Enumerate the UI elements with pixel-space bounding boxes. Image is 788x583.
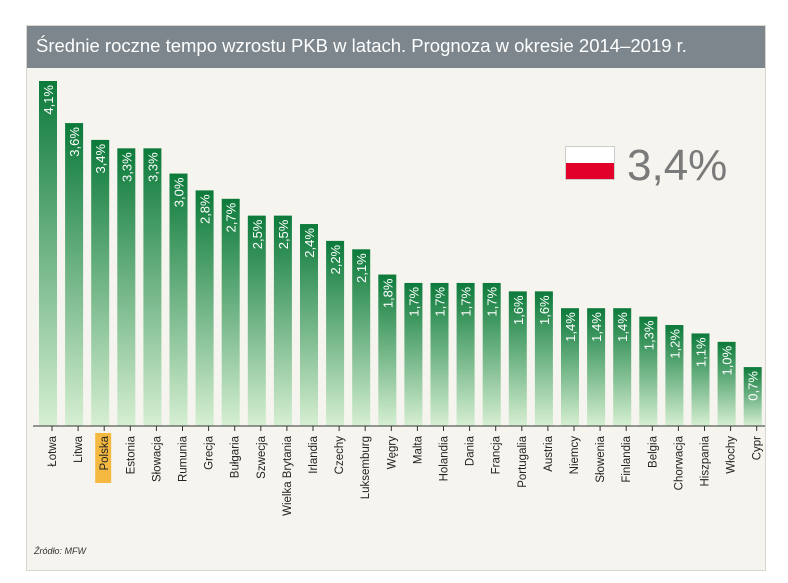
bar-value-label: 1,2% bbox=[667, 329, 682, 359]
bar-value-label: 3,4% bbox=[93, 143, 108, 173]
category-label: Malta bbox=[412, 435, 424, 464]
category-label: Austria bbox=[543, 435, 555, 471]
bar-value-label: 1,7% bbox=[406, 287, 421, 317]
bar-węgry bbox=[378, 274, 397, 426]
category-label: Bułgaria bbox=[230, 435, 242, 478]
bar-czechy bbox=[326, 240, 345, 426]
category-label: Hiszpania bbox=[700, 435, 712, 486]
bar-value-label: 3,3% bbox=[119, 152, 134, 182]
category-label: Grecja bbox=[204, 435, 216, 469]
category-label: Irlandia bbox=[308, 435, 320, 473]
category-label: Francja bbox=[491, 435, 503, 474]
bar-finlandia bbox=[613, 308, 632, 426]
bar-słowenia bbox=[587, 308, 606, 426]
bar-litwa bbox=[65, 123, 84, 426]
bar-hiszpania bbox=[691, 333, 710, 426]
bar-bułgaria bbox=[221, 198, 240, 426]
category-label: Cypr bbox=[752, 436, 764, 460]
category-label: Włochy bbox=[726, 436, 738, 474]
category-label: Finlandia bbox=[621, 435, 633, 482]
category-label: Estonia bbox=[125, 435, 137, 474]
bar-portugalia bbox=[508, 291, 527, 426]
bar-value-label: 2,7% bbox=[224, 202, 239, 232]
bar-value-label: 1,4% bbox=[615, 312, 630, 342]
bar-luksemburg bbox=[352, 249, 371, 426]
category-label: Węgry bbox=[386, 436, 398, 469]
category-label: Dania bbox=[465, 435, 477, 466]
category-label: Portugalia bbox=[517, 435, 529, 487]
bar-value-label: 3,0% bbox=[172, 177, 187, 207]
bar-holandia bbox=[430, 282, 449, 426]
category-label: Polska bbox=[99, 435, 111, 470]
highlight-value: 3,4% bbox=[627, 141, 728, 190]
bar-value-label: 1,7% bbox=[485, 287, 500, 317]
bar-value-label: 2,1% bbox=[354, 253, 369, 283]
bar-polska bbox=[91, 139, 110, 426]
category-label: Słowacja bbox=[151, 435, 163, 482]
bar-value-label: 2,5% bbox=[250, 219, 265, 249]
bar-niemcy bbox=[561, 308, 579, 426]
bar-value-label: 2,8% bbox=[198, 194, 213, 224]
source-note: Źródło: MFW bbox=[34, 546, 87, 556]
bar-value-label: 1,1% bbox=[694, 337, 709, 367]
category-label: Rumunia bbox=[178, 435, 190, 482]
bar-austria bbox=[534, 291, 553, 426]
bar-łotwa bbox=[39, 81, 57, 426]
bar-włochy bbox=[717, 341, 736, 426]
bar-rumunia bbox=[169, 173, 188, 426]
bar-value-label: 1,3% bbox=[641, 320, 656, 350]
bar-chart: 4,1% 3,6% 3,4% 3,3% 3,3% 3,0% 2,8% 2,7% 2,5% 2,5%… bbox=[33, 81, 765, 516]
bar-grecja bbox=[195, 190, 214, 426]
bar-francja bbox=[482, 282, 501, 426]
category-label: Wielka Brytania bbox=[282, 435, 294, 515]
bar-value-label: 0,7% bbox=[746, 371, 761, 401]
bar-value-label: 1,6% bbox=[511, 295, 526, 325]
bar-value-label: 3,3% bbox=[145, 152, 160, 182]
chart-title: Średnie roczne tempo wzrostu PKB w latac… bbox=[36, 35, 687, 56]
bar-słowacja bbox=[143, 148, 162, 426]
category-label: Niemcy bbox=[569, 436, 581, 475]
bar-wielka-brytania bbox=[273, 215, 292, 426]
bar-dania bbox=[456, 282, 475, 426]
category-label: Słowenia bbox=[595, 435, 607, 482]
category-label: Czechy bbox=[334, 436, 346, 475]
title-bar: Średnie roczne tempo wzrostu PKB w latac… bbox=[27, 26, 765, 68]
bar-chorwacja bbox=[665, 325, 684, 426]
bar-estonia bbox=[117, 148, 136, 426]
category-label: Holandia bbox=[439, 435, 451, 481]
bar-value-label: 1,0% bbox=[720, 345, 735, 375]
category-label: Szwecja bbox=[256, 435, 268, 478]
bar-value-label: 1,8% bbox=[380, 278, 395, 308]
bar-value-label: 1,7% bbox=[459, 287, 474, 317]
bar-value-label: 1,7% bbox=[433, 287, 448, 317]
bar-value-label: 3,6% bbox=[67, 127, 82, 157]
bar-value-label: 2,5% bbox=[276, 219, 291, 249]
category-label: Belgia bbox=[647, 435, 659, 468]
poland-flag-icon bbox=[565, 146, 615, 180]
bar-cypr bbox=[743, 367, 762, 426]
bar-value-label: 1,6% bbox=[537, 295, 552, 325]
category-label: Luksemburg bbox=[360, 436, 372, 499]
bar-szwecja bbox=[247, 215, 266, 426]
category-label: Litwa bbox=[73, 435, 85, 462]
bar-value-label: 1,4% bbox=[563, 312, 578, 342]
chart-frame: Średnie roczne tempo wzrostu PKB w latac… bbox=[26, 25, 766, 571]
bar-malta bbox=[404, 282, 423, 426]
bar-irlandia bbox=[300, 224, 318, 426]
bar-value-label: 1,4% bbox=[589, 312, 604, 342]
category-label: Chorwacja bbox=[673, 435, 685, 490]
bar-value-label: 2,4% bbox=[302, 228, 317, 258]
bar-value-label: 2,2% bbox=[328, 244, 343, 274]
category-label: Łotwa bbox=[47, 435, 59, 466]
bar-value-label: 4,1% bbox=[41, 85, 56, 115]
bar-belgia bbox=[639, 316, 658, 426]
highlight-category-marker bbox=[95, 433, 112, 483]
